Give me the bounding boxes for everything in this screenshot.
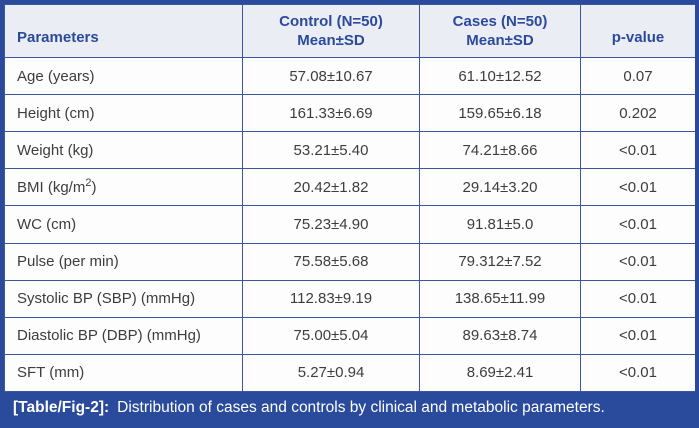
parameter-cell: Systolic BP (SBP) (mmHg)	[4, 279, 243, 318]
parameters-table: Parameters Control (N=50) Mean±SD Cases …	[4, 4, 695, 393]
cases-value-cell: 159.65±6.18	[419, 94, 581, 133]
table-row-systolic-bp: Systolic BP (SBP) (mmHg) 112.83±9.19 138…	[4, 279, 695, 318]
control-value-cell: 161.33±6.69	[242, 94, 420, 133]
control-value-cell: 57.08±10.67	[242, 56, 420, 96]
control-value-cell: 112.83±9.19	[242, 279, 420, 318]
table-caption-text: Distribution of cases and controls by cl…	[117, 399, 605, 416]
control-header-line1: Control (N=50)	[279, 13, 383, 31]
table-row-weight: Weight (kg) 53.21±5.40 74.21±8.66 <0.01	[4, 131, 695, 170]
table-row-wc: WC (cm) 75.23±4.90 91.81±5.0 <0.01	[4, 205, 695, 244]
cases-value-cell: 29.14±3.20	[419, 168, 581, 207]
table-caption: [Table/Fig-2]: Distribution of cases and…	[4, 392, 695, 424]
parameter-cell: Pulse (per min)	[4, 242, 243, 281]
column-header-parameters: Parameters	[4, 4, 243, 58]
table-caption-label: [Table/Fig-2]:	[13, 399, 110, 416]
cases-value-cell: 91.81±5.0	[419, 205, 581, 244]
column-header-control: Control (N=50) Mean±SD	[242, 4, 420, 58]
table-row-sft: SFT (mm) 5.27±0.94 8.69±2.41 <0.01	[4, 353, 695, 393]
pvalue-cell: <0.01	[580, 316, 695, 355]
cases-value-cell: 74.21±8.66	[419, 131, 581, 170]
control-value-cell: 53.21±5.40	[242, 131, 420, 170]
column-header-cases: Cases (N=50) Mean±SD	[419, 4, 581, 58]
column-header-pvalue: p-value	[580, 4, 695, 58]
pvalue-cell: <0.01	[580, 242, 695, 281]
parameter-cell: Weight (kg)	[4, 131, 243, 170]
parameter-cell: Age (years)	[4, 56, 243, 96]
table-row-height: Height (cm) 161.33±6.69 159.65±6.18 0.20…	[4, 94, 695, 133]
cases-value-cell: 79.312±7.52	[419, 242, 581, 281]
cases-value-cell: 8.69±2.41	[419, 353, 581, 393]
parameter-cell: SFT (mm)	[4, 353, 243, 393]
control-value-cell: 75.58±5.68	[242, 242, 420, 281]
table-row-bmi: BMI (kg/m2) 20.42±1.82 29.14±3.20 <0.01	[4, 168, 695, 207]
parameter-cell: BMI (kg/m2)	[4, 168, 243, 207]
table-row-age: Age (years) 57.08±10.67 61.10±12.52 0.07	[4, 56, 695, 96]
superscript: 2	[85, 176, 92, 189]
pvalue-cell: 0.07	[580, 56, 695, 96]
cases-header-line1: Cases (N=50)	[452, 13, 548, 31]
parameter-cell: Height (cm)	[4, 94, 243, 133]
cases-value-cell: 89.63±8.74	[419, 316, 581, 355]
control-header-line2: Mean±SD	[297, 32, 365, 49]
control-value-cell: 5.27±0.94	[242, 353, 420, 393]
control-value-cell: 20.42±1.82	[242, 168, 420, 207]
control-value-cell: 75.23±4.90	[242, 205, 420, 244]
table-row-diastolic-bp: Diastolic BP (DBP) (mmHg) 75.00±5.04 89.…	[4, 316, 695, 355]
pvalue-cell: <0.01	[580, 131, 695, 170]
cases-header-line2: Mean±SD	[466, 32, 534, 49]
parameter-cell: Diastolic BP (DBP) (mmHg)	[4, 316, 243, 355]
pvalue-cell: <0.01	[580, 168, 695, 207]
table-row-pulse: Pulse (per min) 75.58±5.68 79.312±7.52 <…	[4, 242, 695, 281]
header-row: Parameters Control (N=50) Mean±SD Cases …	[4, 4, 695, 58]
cases-value-cell: 61.10±12.52	[419, 56, 581, 96]
pvalue-cell: 0.202	[580, 94, 695, 133]
parameter-cell: WC (cm)	[4, 205, 243, 244]
control-value-cell: 75.00±5.04	[242, 316, 420, 355]
pvalue-cell: <0.01	[580, 353, 695, 393]
cases-value-cell: 138.65±11.99	[419, 279, 581, 318]
pvalue-cell: <0.01	[580, 279, 695, 318]
pvalue-cell: <0.01	[580, 205, 695, 244]
